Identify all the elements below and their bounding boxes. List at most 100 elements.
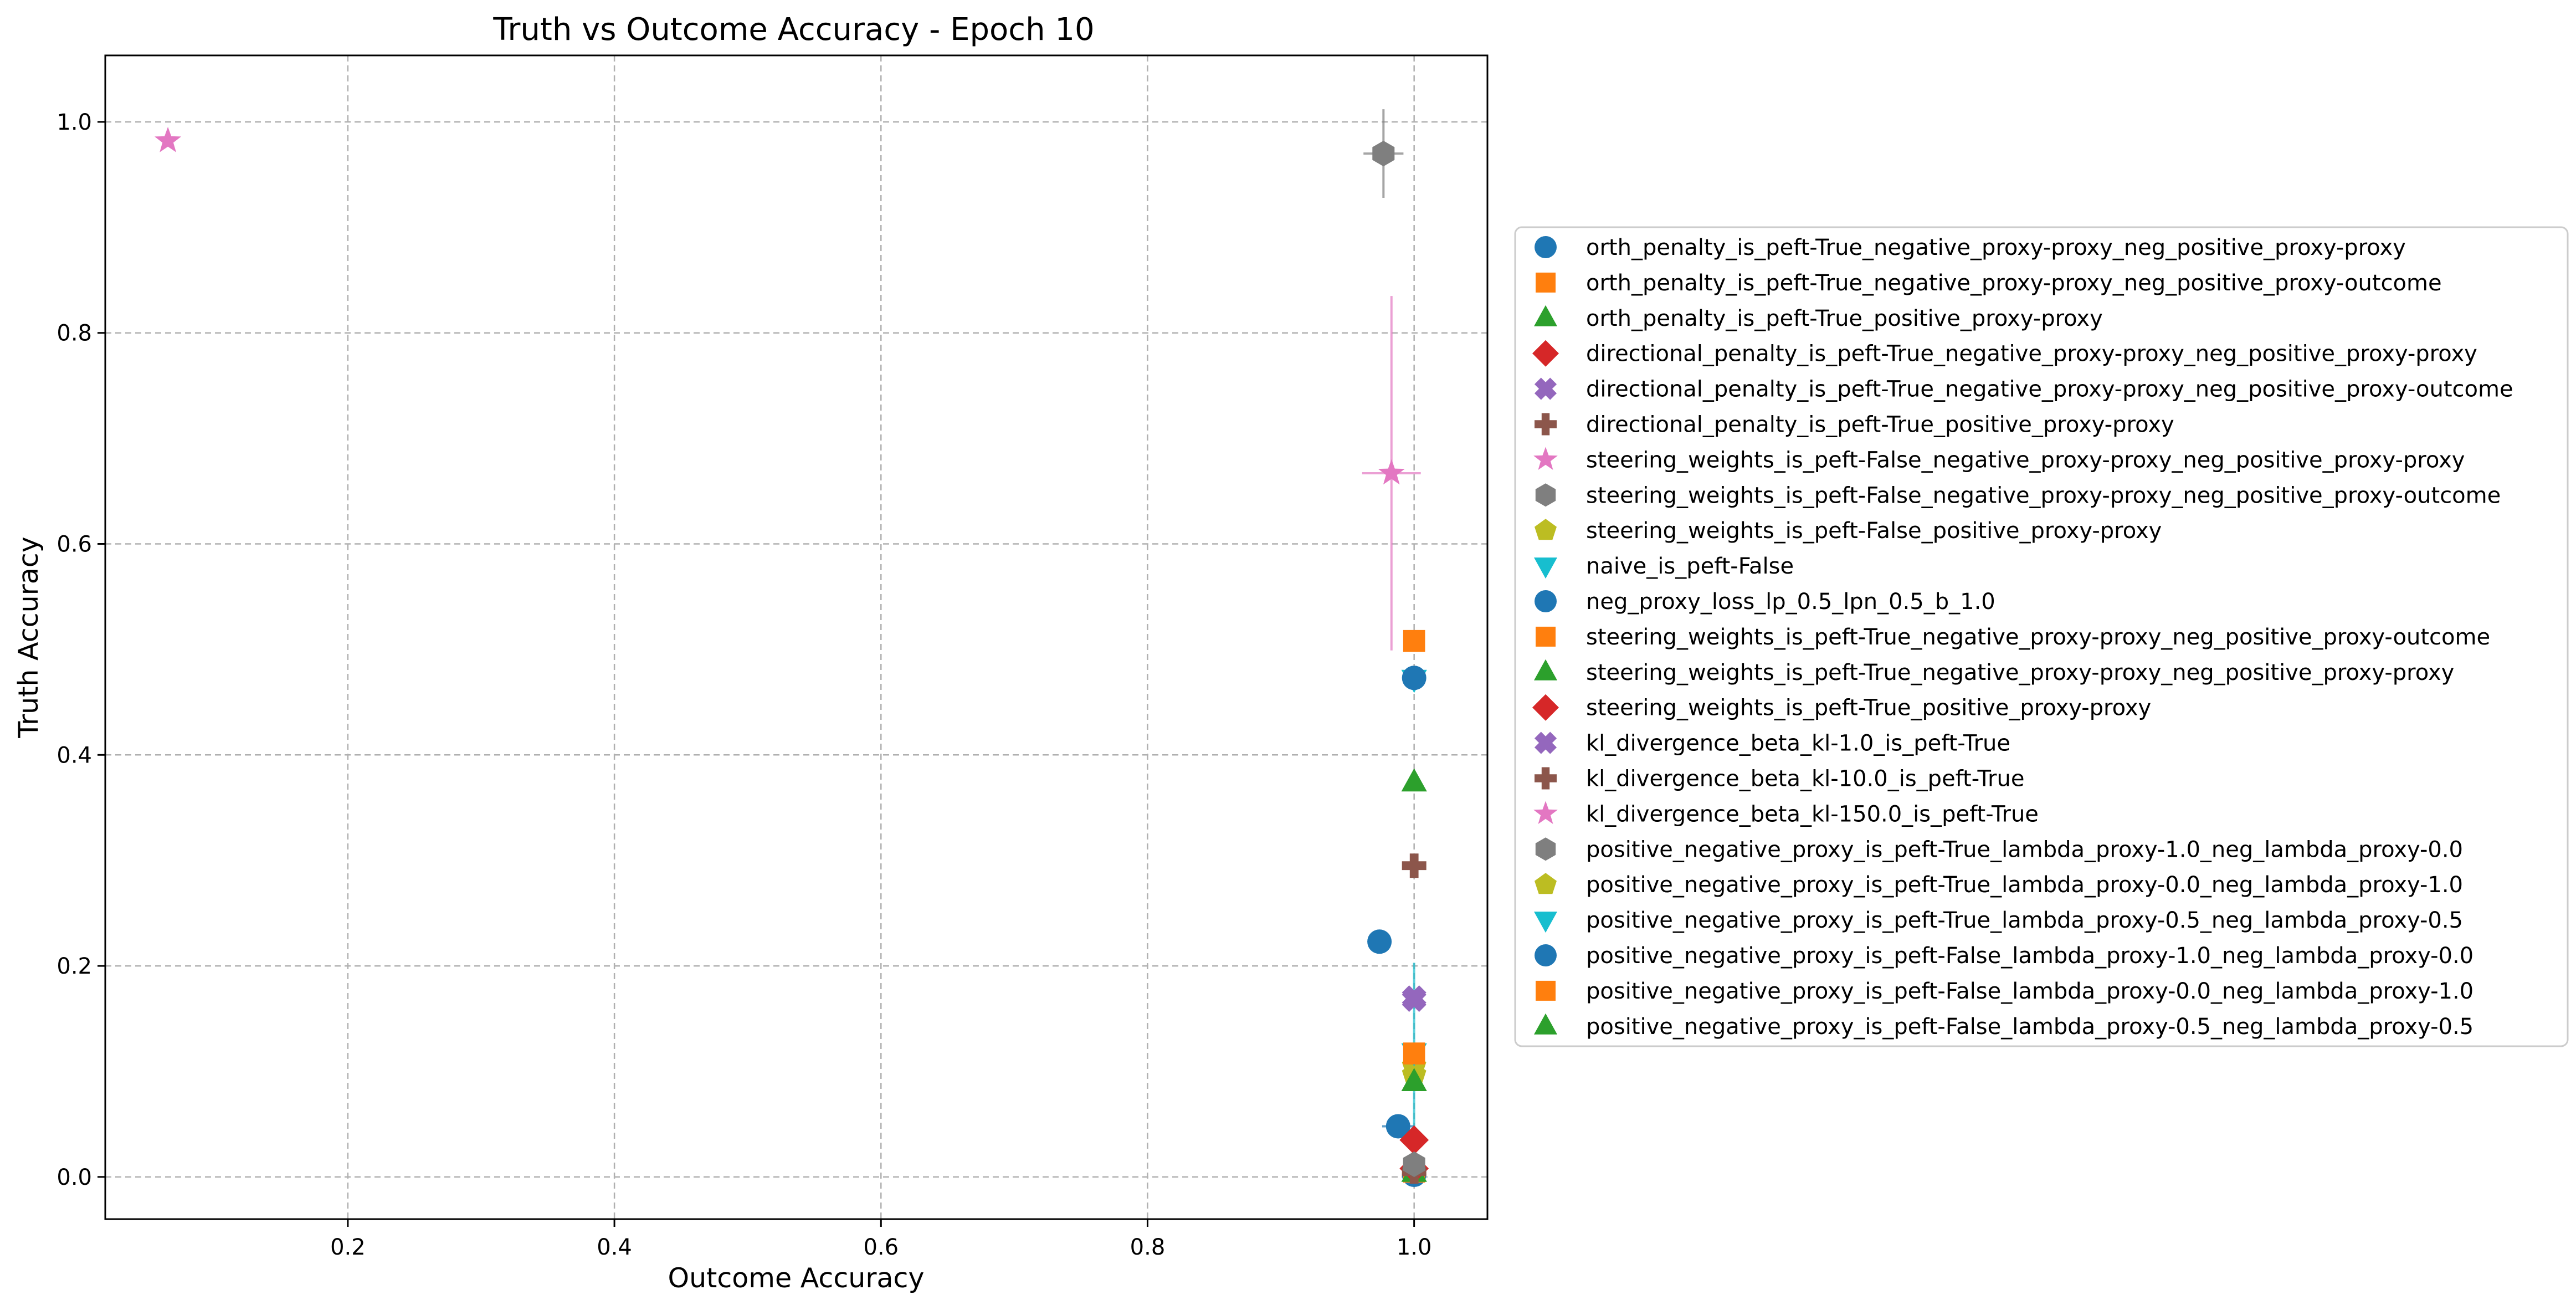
legend-marker [1535,767,1557,790]
legend-marker [1536,626,1556,647]
x-tick-label: 1.0 [1397,1235,1432,1260]
legend-marker [1535,413,1557,436]
legend-entry: positive_negative_proxy_is_peft-True_lam… [1534,908,2463,933]
legend-label: steering_weights_is_peft-False_negative_… [1586,483,2501,508]
y-tick-label: 0.4 [57,743,92,768]
x-tick-label: 0.2 [330,1235,366,1260]
legend-entry: directional_penalty_is_peft-True_negativ… [1532,340,2477,367]
y-tick-label: 1.0 [57,110,92,135]
data-point [1401,1068,1427,1091]
legend-label: neg_proxy_loss_lp_0.5_lpn_0.5_b_1.0 [1586,589,1995,615]
error-bars [1362,109,1421,1143]
legend-marker [1536,272,1556,293]
legend-label: steering_weights_is_peft-True_negative_p… [1586,625,2490,650]
x-ticks: 0.2 0.4 0.6 0.8 1.0 [330,1219,1431,1260]
data-point [1367,929,1392,954]
legend-marker [1535,837,1556,861]
legend-label: kl_divergence_beta_kl-150.0_is_peft-True [1586,801,2039,827]
legend-label: steering_weights_is_peft-False_negative_… [1586,447,2465,473]
legend-label: orth_penalty_is_peft-True_positive_proxy… [1586,306,2103,331]
plot-frame [104,54,1489,1220]
legend-entry: positive_negative_proxy_is_peft-True_lam… [1535,837,2463,862]
legend-marker [1535,519,1557,540]
legend-marker [1534,731,1557,754]
grid [105,55,1487,1219]
x-tick-label: 0.8 [1130,1235,1166,1260]
legend-label: directional_penalty_is_peft-True_positiv… [1586,412,2174,438]
legend-entry: steering_weights_is_peft-True_negative_p… [1536,625,2490,650]
legend-marker [1536,980,1556,1001]
legend-entry: directional_penalty_is_peft-True_negativ… [1534,377,2513,402]
legend-marker [1534,1013,1557,1035]
chart-title: Truth vs Outcome Accuracy - Epoch 10 [492,12,1094,48]
data-point [1402,853,1426,878]
legend-entry: positive_negative_proxy_is_peft-False_la… [1535,943,2474,969]
legend-label: positive_negative_proxy_is_peft-True_lam… [1586,872,2463,898]
legend-marker [1534,659,1557,680]
legend-label: kl_divergence_beta_kl-10.0_is_peft-True [1586,766,2024,792]
legend-marker [1535,236,1557,258]
legend-label: directional_penalty_is_peft-True_negativ… [1586,341,2477,367]
legend-marker [1533,447,1558,470]
x-tick-label: 0.6 [863,1235,899,1260]
legend-marker [1534,377,1557,400]
legend-entry: steering_weights_is_peft-False_positive_… [1535,518,2162,544]
legend-entry: steering_weights_is_peft-False_negative_… [1533,447,2465,473]
legend-label: directional_penalty_is_peft-True_negativ… [1586,377,2513,402]
legend-label: positive_negative_proxy_is_peft-False_la… [1586,979,2474,1004]
data-point [1403,1042,1425,1065]
legend-entry: positive_negative_proxy_is_peft-False_la… [1534,1013,2474,1040]
legend-entry: orth_penalty_is_peft-True_positive_proxy… [1534,305,2103,331]
legend-marker [1534,305,1557,326]
data-point [1402,666,1426,690]
legend: orth_penalty_is_peft-True_negative_proxy… [1514,226,2569,1047]
legend-entry: kl_divergence_beta_kl-10.0_is_peft-True [1535,766,2024,792]
data-point [1403,630,1425,652]
legend-entry: neg_proxy_loss_lp_0.5_lpn_0.5_b_1.0 [1535,589,1995,615]
legend-entry: kl_divergence_beta_kl-150.0_is_peft-True [1533,801,2039,827]
legend-marker [1534,912,1557,933]
legend-label: positive_negative_proxy_is_peft-True_lam… [1586,908,2463,933]
legend-label: steering_weights_is_peft-True_negative_p… [1586,660,2454,685]
legend-label: orth_penalty_is_peft-True_negative_proxy… [1586,270,2442,296]
legend-entry: steering_weights_is_peft-True_negative_p… [1534,659,2454,685]
legend-marker [1535,873,1557,894]
data-points [155,126,1429,1188]
data-point [1403,1151,1425,1178]
data-point [1399,1125,1429,1155]
legend-entry: steering_weights_is_peft-True_positive_p… [1532,694,2151,721]
legend-entry: orth_penalty_is_peft-True_negative_proxy… [1535,235,2406,260]
legend-label: positive_negative_proxy_is_peft-False_la… [1586,943,2474,969]
y-ticks: 0.0 0.2 0.4 0.6 0.8 1.0 [57,110,105,1190]
legend-marker [1533,801,1558,824]
legend-label: naive_is_peft-False [1586,554,1794,579]
data-point [1401,768,1427,792]
legend-marker [1535,483,1556,507]
legend-marker [1532,340,1559,367]
data-point [1378,459,1405,485]
legend-marker [1532,694,1559,721]
legend-entry: naive_is_peft-False [1534,554,1794,579]
legend-entry: kl_divergence_beta_kl-1.0_is_peft-True [1534,731,2010,756]
y-tick-label: 0.0 [57,1165,92,1190]
legend-box [1514,226,2569,1047]
y-tick-label: 0.8 [57,321,92,346]
legend-entry: steering_weights_is_peft-False_negative_… [1535,483,2501,508]
legend-label: positive_negative_proxy_is_peft-True_lam… [1586,837,2463,862]
legend-marker [1534,557,1557,579]
y-axis-label: Truth Accuracy [13,536,44,738]
legend-entry: directional_penalty_is_peft-True_positiv… [1535,412,2174,438]
data-point [155,126,182,152]
legend-marker [1535,944,1557,966]
legend-marker [1535,590,1557,612]
data-point [1386,1114,1410,1139]
y-tick-label: 0.6 [57,532,92,557]
legend-label: kl_divergence_beta_kl-1.0_is_peft-True [1586,731,2010,756]
legend-label: positive_negative_proxy_is_peft-False_la… [1586,1014,2474,1040]
legend-label: orth_penalty_is_peft-True_negative_proxy… [1586,235,2406,260]
legend-entry: positive_negative_proxy_is_peft-True_lam… [1535,872,2463,898]
legend-entry: orth_penalty_is_peft-True_negative_proxy… [1536,270,2442,296]
legend-entry: positive_negative_proxy_is_peft-False_la… [1536,979,2474,1004]
legend-label: steering_weights_is_peft-False_positive_… [1586,518,2162,544]
